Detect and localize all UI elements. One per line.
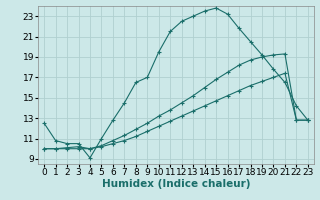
X-axis label: Humidex (Indice chaleur): Humidex (Indice chaleur): [102, 179, 250, 189]
